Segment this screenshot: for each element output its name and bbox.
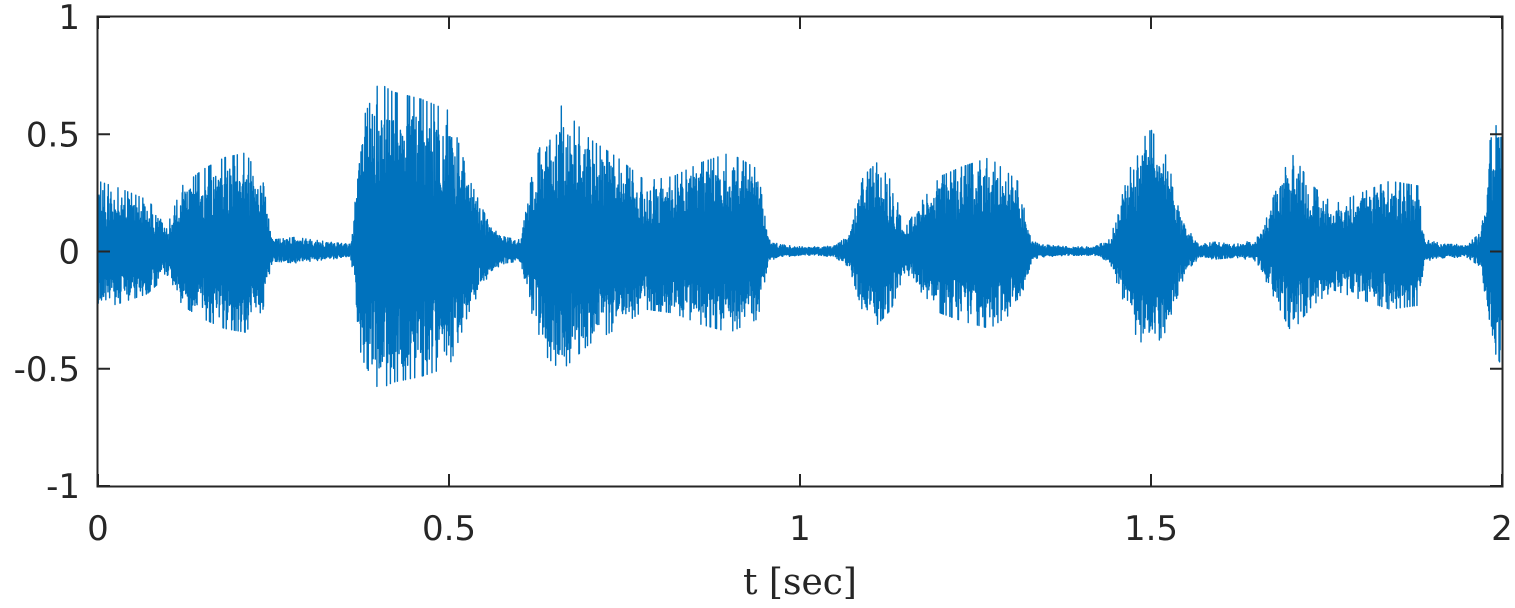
x-tick-label: 0.5 <box>422 509 476 549</box>
x-axis-label: t [sec] <box>743 562 857 603</box>
y-tick-label: 0 <box>58 233 80 273</box>
y-tick-label: -0.5 <box>14 350 80 390</box>
x-tick-label: 0 <box>87 509 109 549</box>
signal-layer <box>97 85 1503 388</box>
x-tick-label: 1.5 <box>1124 509 1178 549</box>
y-tick-label: 1 <box>58 0 80 38</box>
y-tick-label: 0.5 <box>26 115 80 155</box>
tick-layer: 0 0.5 1 1.5 2 -1 -0.5 0 0.5 1 <box>14 0 1513 549</box>
signal-line <box>97 85 1503 388</box>
axes-box <box>96 15 1504 488</box>
x-tick-label: 2 <box>1491 509 1513 549</box>
y-tick-label: -1 <box>46 467 80 507</box>
x-tick-label: 1 <box>789 509 811 549</box>
